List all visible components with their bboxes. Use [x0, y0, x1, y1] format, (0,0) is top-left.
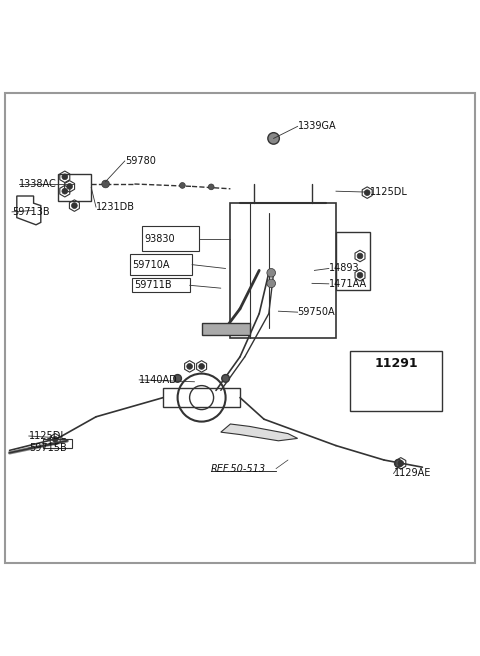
Text: 1338AC: 1338AC	[19, 179, 57, 189]
Text: 1125DL: 1125DL	[29, 431, 67, 441]
Bar	[163, 388, 240, 407]
Polygon shape	[221, 424, 298, 441]
Bar	[130, 254, 192, 276]
Circle shape	[398, 461, 404, 466]
Circle shape	[267, 279, 276, 288]
Text: 1129AE: 1129AE	[394, 468, 431, 478]
Text: 1471AA: 1471AA	[329, 279, 367, 289]
Text: 11291: 11291	[374, 358, 418, 370]
Bar	[142, 226, 199, 251]
Text: REF.50-513: REF.50-513	[211, 464, 266, 474]
Text: 59713B: 59713B	[12, 207, 49, 217]
Circle shape	[72, 203, 77, 209]
Circle shape	[208, 184, 214, 190]
Text: 93830: 93830	[144, 234, 175, 244]
Text: 59780: 59780	[125, 156, 156, 166]
Circle shape	[357, 253, 363, 259]
Bar	[230, 203, 336, 338]
Text: 59750A: 59750A	[298, 307, 335, 317]
Circle shape	[364, 190, 370, 195]
Bar	[336, 232, 370, 289]
Bar	[350, 350, 442, 411]
Circle shape	[102, 180, 109, 188]
Circle shape	[187, 363, 192, 369]
Bar	[43, 440, 72, 448]
Circle shape	[268, 133, 279, 144]
Circle shape	[174, 375, 181, 382]
Circle shape	[267, 268, 276, 277]
Text: 14893: 14893	[329, 264, 360, 274]
Text: 59715B: 59715B	[29, 443, 67, 453]
Bar	[132, 278, 190, 293]
Text: 59710A: 59710A	[132, 260, 169, 270]
Circle shape	[67, 184, 72, 190]
Text: 1140AD: 1140AD	[139, 375, 178, 385]
Circle shape	[52, 436, 58, 442]
Circle shape	[222, 375, 229, 382]
Text: 1125DL: 1125DL	[370, 187, 408, 197]
Bar	[202, 323, 250, 335]
Text: 1231DB: 1231DB	[96, 202, 135, 212]
Circle shape	[62, 188, 68, 194]
Circle shape	[395, 459, 402, 467]
Text: 1339GA: 1339GA	[298, 121, 336, 131]
Bar	[58, 174, 91, 201]
Circle shape	[180, 182, 185, 188]
Circle shape	[392, 391, 400, 400]
Circle shape	[357, 272, 363, 278]
Circle shape	[62, 174, 68, 180]
Text: 59711B: 59711B	[134, 280, 172, 290]
Circle shape	[199, 363, 204, 369]
